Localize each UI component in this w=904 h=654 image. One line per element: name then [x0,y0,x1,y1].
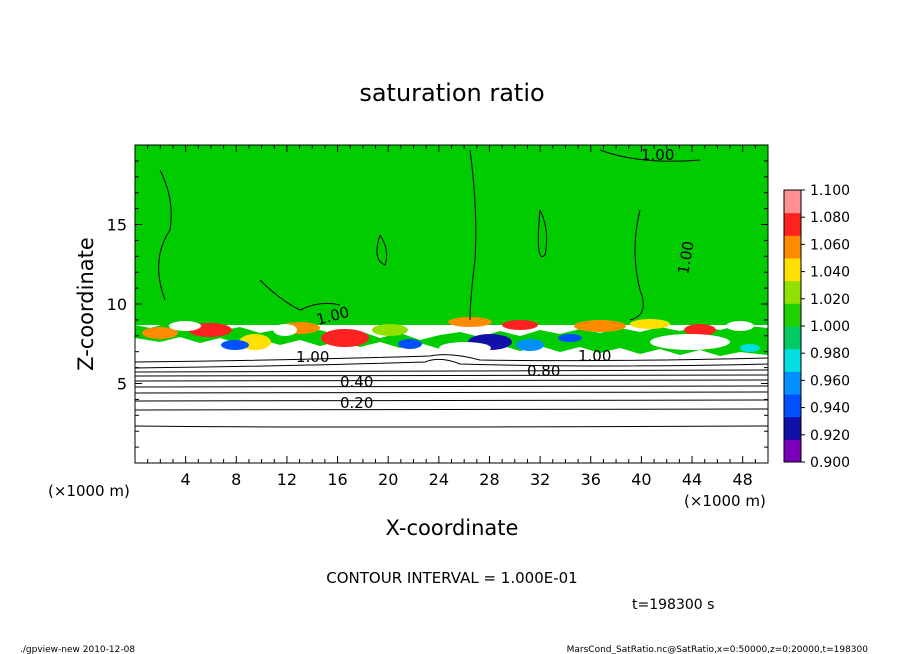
footer-right: MarsCond_SatRatio.nc@SatRatio,x=0:50000,… [567,645,869,654]
colorbar: 0.900 0.920 0.940 0.960 0.980 1.000 1.020 1.040… [783,183,850,471]
contour-label: 1.00 [296,348,329,366]
y-tick-label: 5 [117,375,127,394]
y-axis-label: Z-coordinate [74,237,98,371]
contour-label: 1.00 [641,146,674,164]
colorbar-label: 1.060 [810,237,850,253]
footer-left: ./gpview-new 2010-12-08 [20,645,135,654]
contour-label: 0.80 [527,362,560,380]
colorbar-label: 1.080 [810,210,850,226]
contour-label-group: 1.00 1.00 1.00 1.00 0.40 0.20 0.80 1.00 [296,146,698,412]
colorbar-label: 1.000 [810,319,850,335]
contour-label: 1.00 [578,347,611,365]
colorbar-swatch [784,235,801,259]
colorbar-label: 0.980 [810,346,850,362]
x-tick-label: 12 [277,470,297,489]
x-tick-label: 16 [327,470,347,489]
colorbar-label: 0.920 [810,428,850,444]
contour-label: 0.20 [340,394,373,412]
x-tick-label: 36 [581,470,601,489]
y-tick-label: 15 [107,216,127,235]
colorbar-label: 0.900 [810,455,850,471]
saturated-region [135,145,768,325]
cloud-gaps [169,321,754,354]
colorbar-swatch [784,326,801,350]
colorbar-label: 0.960 [810,373,850,389]
colorbar-swatch [784,348,801,372]
x-tick-label: 44 [682,470,702,489]
x-tick-label: 40 [631,470,651,489]
colorbar-label: 0.940 [810,401,850,417]
x-tick-label: 28 [479,470,499,489]
colorbar-label: 1.040 [810,265,850,281]
x-tick-group: 4 8 12 16 20 24 28 32 36 40 44 48 [147,145,756,489]
colorbar-label: 1.020 [810,292,850,308]
contours-upper [158,149,701,321]
plot-area [134,144,769,464]
colorbar-swatch [784,416,801,440]
colorbar-swatch [784,258,801,282]
colorbar-swatch [784,280,801,304]
colorbar-labels: 0.900 0.920 0.940 0.960 0.980 1.000 1.020 1.040… [801,183,850,471]
colorbar-swatch [784,394,801,418]
x-axis-unit-left: (×1000 m) [48,482,130,500]
colorbar-swatch [784,303,801,327]
contour-label: 0.40 [340,373,373,391]
x-tick-label: 20 [378,470,398,489]
cloud-layer-fill [135,324,768,356]
x-tick-label: 32 [530,470,550,489]
x-tick-label: 48 [733,470,753,489]
contours-lower [135,354,768,428]
x-tick-label: 24 [429,470,449,489]
colorbar-swatches [783,189,802,463]
y-axis: 5 10 15 Z-coordinate [74,160,768,448]
time-stamp: t=198300 s [632,597,714,613]
colorbar-swatch [784,371,801,395]
y-tick-label: 10 [107,295,127,314]
contour-interval-note: CONTOUR INTERVAL = 1.000E-01 [326,569,577,587]
x-axis-unit-right: (×1000 m) [684,492,766,510]
y-tick-group: 5 10 15 [107,160,768,448]
x-tick-label: 8 [231,470,241,489]
x-axis-label: X-coordinate [386,516,519,540]
colorbar-swatch [784,190,801,214]
colorbar-swatch [784,439,801,463]
x-axis: 4 8 12 16 20 24 28 32 36 40 44 48 (×1000 m) (×1000 … [48,145,766,540]
chart-title: saturation ratio [359,79,544,107]
colorbar-label: 1.100 [810,183,850,199]
contour-label: 1.00 [674,240,698,276]
colorbar-swatch [784,212,801,236]
x-tick-label: 4 [181,470,191,489]
